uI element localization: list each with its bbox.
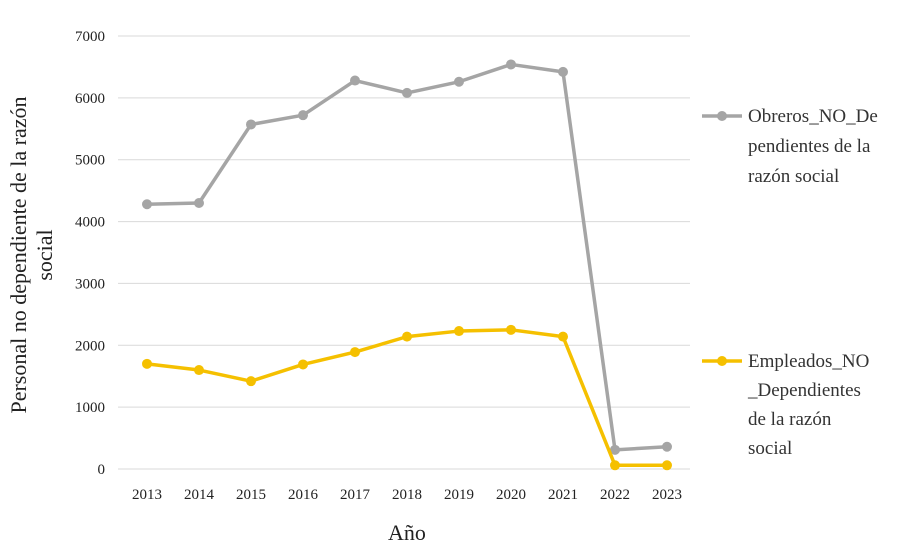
y-axis-ticks: 0 1000 2000 3000 4000 5000 6000 7000 <box>75 29 105 478</box>
data-point <box>402 331 412 342</box>
legend-label-line: de la razón <box>748 409 832 430</box>
x-axis-ticks: 2013 2014 2015 2016 2017 2018 2019 2020 2021 2022… <box>132 487 682 503</box>
x-tick-label: 2021 <box>548 487 578 503</box>
data-point <box>350 347 360 358</box>
data-point <box>506 59 516 70</box>
data-point <box>454 76 464 87</box>
y-tick-label: 7000 <box>75 29 105 45</box>
y-tick-label: 4000 <box>75 215 105 231</box>
data-point <box>298 110 308 121</box>
series-1 <box>142 59 672 455</box>
legend-label-line: pendientes de la <box>748 136 871 157</box>
y-tick-label: 6000 <box>75 91 105 107</box>
x-tick-label: 2019 <box>444 487 474 503</box>
x-tick-label: 2018 <box>392 487 422 503</box>
y-tick-label: 3000 <box>75 276 105 292</box>
data-point <box>662 460 672 471</box>
y-tick-label: 1000 <box>75 400 105 416</box>
data-point <box>142 199 152 210</box>
series-line <box>145 62 669 452</box>
data-point <box>558 331 568 342</box>
y-axis-title-line-2: social <box>32 229 57 280</box>
y-tick-label: 0 <box>98 462 106 478</box>
gridlines <box>118 35 690 470</box>
x-tick-label: 2016 <box>288 487 319 503</box>
data-point <box>246 119 256 130</box>
data-point <box>558 66 568 77</box>
data-point <box>610 444 620 455</box>
series-2 <box>142 324 672 471</box>
legend-label-line: Empleados_NO <box>748 351 869 372</box>
legend-item-1: Obreros_NO_De pendientes de la razón socia… <box>702 106 878 187</box>
data-point <box>662 441 672 452</box>
y-tick-label: 2000 <box>75 338 105 354</box>
data-point <box>454 326 464 337</box>
legend-label-line: razón social <box>748 166 839 187</box>
x-tick-label: 2013 <box>132 487 162 503</box>
x-tick-label: 2014 <box>184 487 215 503</box>
data-point <box>298 359 308 370</box>
x-tick-label: 2023 <box>652 487 682 503</box>
y-axis-title-line-1: Personal no dependiente de la razón <box>6 96 31 413</box>
legend-label-line: Obreros_NO_De <box>748 106 878 127</box>
legend-label-line: _Dependientes <box>747 380 861 401</box>
series-line <box>145 328 669 468</box>
data-point <box>350 75 360 86</box>
legend-point-marker <box>717 111 727 121</box>
data-point <box>506 324 516 335</box>
data-point <box>194 198 204 209</box>
data-point <box>194 365 204 376</box>
x-tick-label: 2015 <box>236 487 266 503</box>
data-point <box>610 460 620 471</box>
data-point <box>246 376 256 387</box>
legend: Obreros_NO_De pendientes de la razón socia… <box>702 106 878 459</box>
x-tick-label: 2020 <box>496 487 526 503</box>
y-tick-label: 5000 <box>75 153 105 169</box>
x-tick-label: 2017 <box>340 487 371 503</box>
legend-label-line: social <box>748 438 792 459</box>
x-axis-title: Año <box>388 520 426 545</box>
y-axis-title: Personal no dependiente de la razón soci… <box>6 96 57 413</box>
legend-point-marker <box>717 356 727 366</box>
data-point <box>142 358 152 369</box>
x-tick-label: 2022 <box>600 487 630 503</box>
series-group <box>142 59 672 471</box>
data-point <box>402 87 412 98</box>
